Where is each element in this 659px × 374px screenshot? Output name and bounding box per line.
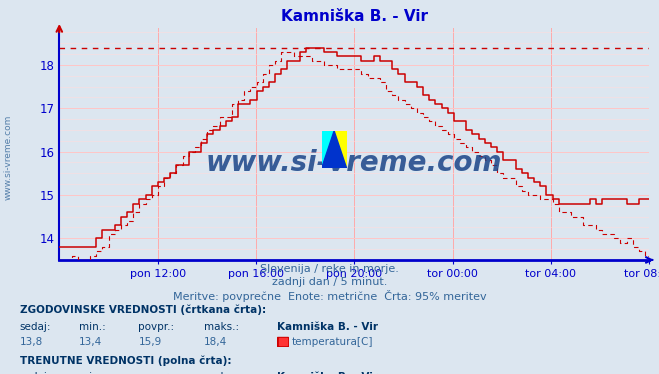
Title: Kamniška B. - Vir: Kamniška B. - Vir: [281, 9, 428, 24]
Text: Slovenija / reke in morje.: Slovenija / reke in morje.: [260, 264, 399, 274]
Text: zadnji dan / 5 minut.: zadnji dan / 5 minut.: [272, 277, 387, 287]
Text: temperatura[C]: temperatura[C]: [292, 337, 374, 347]
Text: 13,8: 13,8: [20, 337, 43, 347]
Text: sedaj:: sedaj:: [20, 322, 51, 332]
Text: www.si-vreme.com: www.si-vreme.com: [3, 114, 13, 200]
Text: ZGODOVINSKE VREDNOSTI (črtkana črta):: ZGODOVINSKE VREDNOSTI (črtkana črta):: [20, 305, 266, 315]
FancyBboxPatch shape: [277, 337, 288, 346]
Text: Meritve: povprečne  Enote: metrične  Črta: 95% meritev: Meritve: povprečne Enote: metrične Črta:…: [173, 290, 486, 302]
Text: Kamniška B. - Vir: Kamniška B. - Vir: [277, 372, 378, 374]
Text: maks.:: maks.:: [204, 322, 239, 332]
Bar: [334, 131, 347, 168]
Text: maks.:: maks.:: [204, 372, 239, 374]
Text: 15,9: 15,9: [138, 337, 161, 347]
Text: TRENUTNE VREDNOSTI (polna črta):: TRENUTNE VREDNOSTI (polna črta):: [20, 355, 231, 366]
Text: sedaj:: sedaj:: [20, 372, 51, 374]
Polygon shape: [322, 131, 347, 168]
Text: povpr.:: povpr.:: [138, 322, 175, 332]
FancyBboxPatch shape: [279, 338, 287, 345]
Text: min.:: min.:: [79, 372, 106, 374]
Text: 18,4: 18,4: [204, 337, 227, 347]
Text: Kamniška B. - Vir: Kamniška B. - Vir: [277, 322, 378, 332]
Text: www.si-vreme.com: www.si-vreme.com: [206, 148, 502, 177]
Bar: [322, 131, 334, 168]
Text: min.:: min.:: [79, 322, 106, 332]
Text: povpr.:: povpr.:: [138, 372, 175, 374]
Text: 13,4: 13,4: [79, 337, 102, 347]
